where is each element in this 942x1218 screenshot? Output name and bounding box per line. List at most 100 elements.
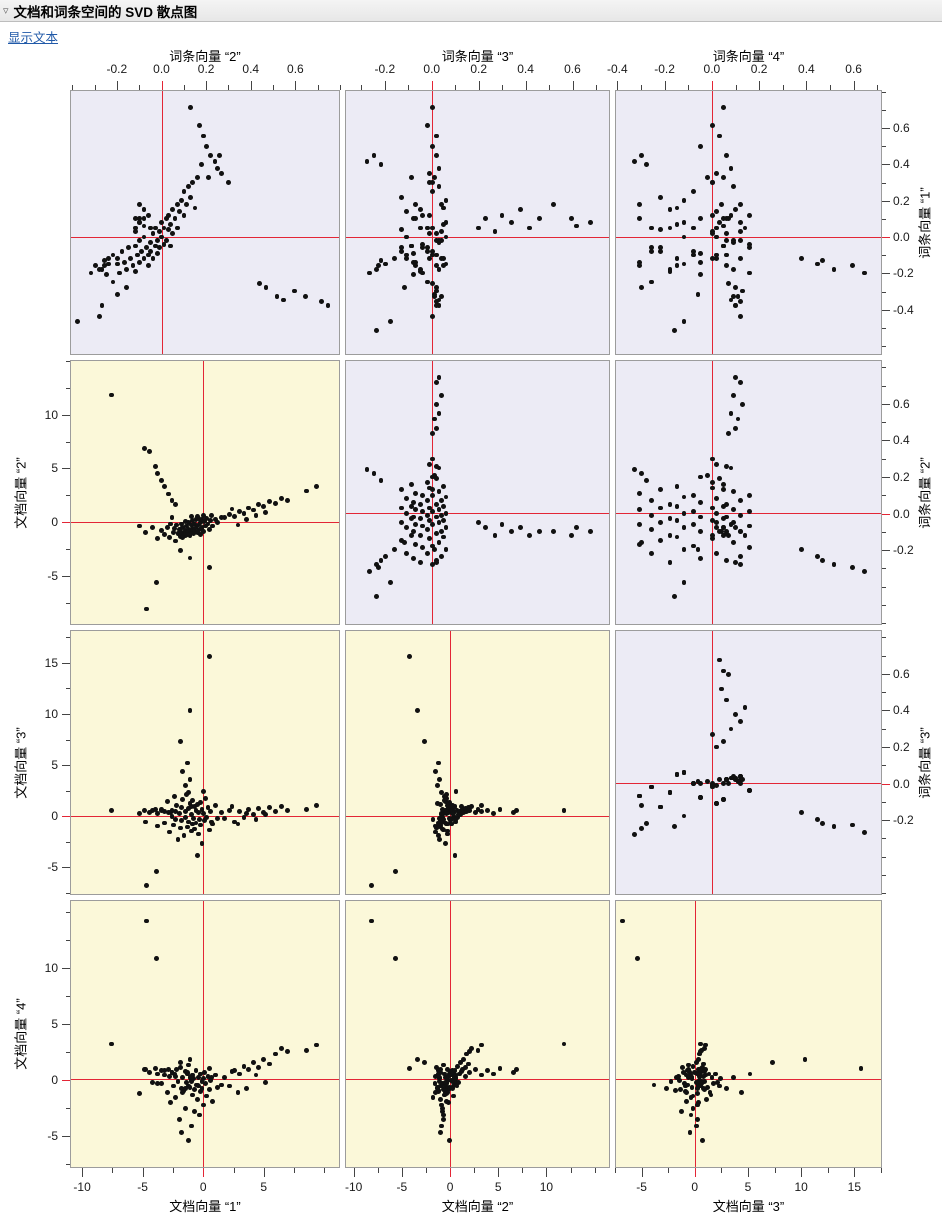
data-point[interactable] bbox=[193, 1068, 199, 1073]
data-point[interactable] bbox=[674, 503, 680, 509]
data-point[interactable] bbox=[434, 153, 440, 159]
data-point[interactable] bbox=[721, 780, 727, 786]
data-point[interactable] bbox=[408, 243, 414, 249]
data-point[interactable] bbox=[144, 883, 150, 889]
data-point[interactable] bbox=[709, 505, 715, 511]
data-point[interactable] bbox=[198, 532, 204, 537]
data-point[interactable] bbox=[445, 1073, 451, 1079]
data-point[interactable] bbox=[721, 487, 727, 493]
data-point[interactable] bbox=[714, 225, 720, 231]
data-point[interactable] bbox=[710, 1081, 716, 1087]
data-point[interactable] bbox=[154, 238, 160, 243]
data-point[interactable] bbox=[723, 777, 729, 783]
data-point[interactable] bbox=[709, 731, 715, 737]
data-point[interactable] bbox=[232, 514, 237, 519]
data-point[interactable] bbox=[690, 248, 696, 254]
data-point[interactable] bbox=[674, 221, 680, 227]
data-point[interactable] bbox=[479, 1042, 485, 1048]
data-point[interactable] bbox=[186, 1138, 192, 1143]
data-point[interactable] bbox=[705, 779, 710, 784]
data-point[interactable] bbox=[171, 794, 177, 799]
data-point[interactable] bbox=[681, 261, 687, 267]
data-point[interactable] bbox=[194, 802, 200, 808]
data-point[interactable] bbox=[161, 225, 167, 231]
data-point[interactable] bbox=[432, 292, 437, 297]
data-point[interactable] bbox=[436, 832, 442, 838]
data-point[interactable] bbox=[188, 194, 193, 200]
data-point[interactable] bbox=[195, 831, 201, 837]
data-point[interactable] bbox=[689, 1084, 695, 1090]
data-point[interactable] bbox=[171, 525, 177, 531]
data-point[interactable] bbox=[702, 1046, 708, 1051]
data-point[interactable] bbox=[448, 1078, 454, 1083]
data-point[interactable] bbox=[709, 456, 715, 462]
data-point[interactable] bbox=[434, 476, 440, 482]
data-point[interactable] bbox=[204, 516, 210, 521]
data-point[interactable] bbox=[185, 1071, 190, 1077]
data-point[interactable] bbox=[406, 1065, 412, 1071]
data-point[interactable] bbox=[709, 229, 715, 234]
data-point[interactable] bbox=[819, 558, 825, 563]
data-point[interactable] bbox=[241, 510, 247, 516]
data-point[interactable] bbox=[146, 1070, 152, 1076]
data-point[interactable] bbox=[439, 498, 444, 504]
data-point[interactable] bbox=[229, 804, 235, 810]
data-point[interactable] bbox=[218, 810, 224, 816]
data-point[interactable] bbox=[674, 205, 680, 211]
data-point[interactable] bbox=[439, 790, 445, 795]
data-point[interactable] bbox=[206, 827, 212, 833]
data-point[interactable] bbox=[709, 480, 715, 485]
data-point[interactable] bbox=[737, 498, 743, 504]
data-point[interactable] bbox=[681, 547, 687, 553]
data-point[interactable] bbox=[716, 220, 722, 225]
data-point[interactable] bbox=[434, 530, 440, 536]
data-point[interactable] bbox=[527, 532, 533, 538]
data-point[interactable] bbox=[292, 288, 298, 294]
data-point[interactable] bbox=[123, 266, 129, 272]
data-point[interactable] bbox=[714, 252, 720, 258]
data-point[interactable] bbox=[181, 189, 187, 195]
data-point[interactable] bbox=[714, 520, 720, 525]
data-point[interactable] bbox=[143, 530, 148, 535]
data-point[interactable] bbox=[831, 561, 837, 567]
data-point[interactable] bbox=[208, 809, 213, 815]
data-point[interactable] bbox=[443, 261, 449, 267]
data-point[interactable] bbox=[728, 726, 734, 732]
data-point[interactable] bbox=[137, 220, 143, 225]
data-point[interactable] bbox=[209, 1074, 214, 1080]
data-point[interactable] bbox=[672, 594, 678, 600]
data-point[interactable] bbox=[658, 245, 663, 251]
data-point[interactable] bbox=[325, 302, 331, 308]
data-point[interactable] bbox=[737, 229, 743, 234]
data-point[interactable] bbox=[143, 245, 149, 251]
data-point[interactable] bbox=[373, 594, 379, 600]
data-point[interactable] bbox=[215, 816, 221, 822]
data-point[interactable] bbox=[204, 1093, 210, 1099]
data-point[interactable] bbox=[441, 518, 447, 523]
data-point[interactable] bbox=[680, 1064, 685, 1070]
data-point[interactable] bbox=[436, 489, 442, 494]
data-point[interactable] bbox=[550, 202, 556, 207]
data-point[interactable] bbox=[714, 461, 720, 467]
data-point[interactable] bbox=[639, 802, 645, 808]
data-point[interactable] bbox=[705, 175, 710, 180]
data-point[interactable] bbox=[634, 956, 640, 962]
data-point[interactable] bbox=[225, 180, 231, 186]
data-point[interactable] bbox=[420, 523, 426, 529]
data-point[interactable] bbox=[690, 543, 696, 549]
data-point[interactable] bbox=[132, 225, 138, 231]
data-point[interactable] bbox=[154, 250, 160, 256]
data-point[interactable] bbox=[304, 1048, 309, 1054]
data-point[interactable] bbox=[697, 1071, 702, 1077]
data-point[interactable] bbox=[141, 234, 147, 240]
data-point[interactable] bbox=[411, 216, 416, 222]
data-point[interactable] bbox=[735, 416, 741, 422]
data-point[interactable] bbox=[195, 1074, 201, 1080]
data-point[interactable] bbox=[141, 808, 147, 814]
data-point[interactable] bbox=[155, 823, 160, 829]
data-point[interactable] bbox=[446, 1084, 452, 1090]
data-point[interactable] bbox=[179, 521, 184, 527]
data-point[interactable] bbox=[698, 795, 703, 801]
data-point[interactable] bbox=[99, 302, 105, 308]
data-point[interactable] bbox=[170, 207, 176, 213]
